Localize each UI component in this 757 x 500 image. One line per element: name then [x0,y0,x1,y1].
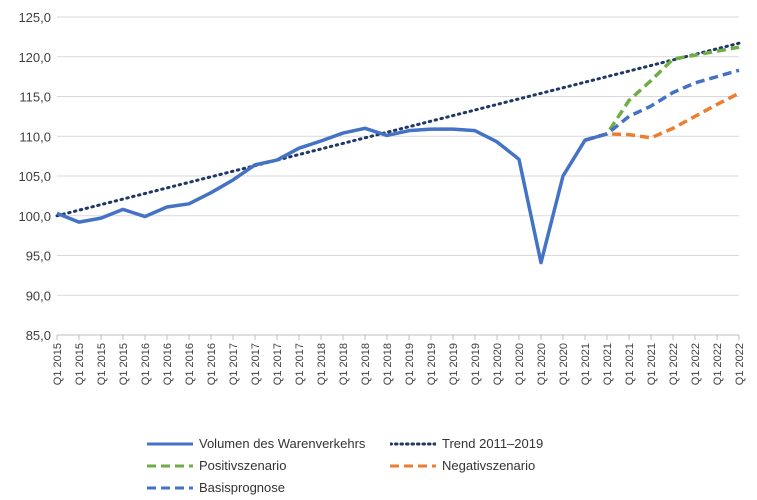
y-tick-label: 90,0 [26,288,51,303]
x-tick-label: Q1 2019 [470,343,482,385]
series-trend-line [55,41,741,218]
x-tick-label: Q1 2017 [250,343,262,385]
x-tick-label: Q1 2021 [602,343,614,385]
x-tick-label: Q1 2022 [690,343,702,385]
y-tick-label: 115,0 [19,90,51,105]
x-tick-label: Q1 2020 [558,343,570,385]
y-tick-label: 100,0 [18,209,51,224]
x-tick-label: Q1 2018 [360,343,372,385]
x-tick-label: Q1 2021 [624,343,636,385]
x-tick-label: Q1 2015 [52,343,64,385]
x-tick-label: Q1 2016 [140,343,152,385]
series-positiv-line [584,45,740,142]
x-tick-label: Q1 2022 [734,343,746,385]
x-tick-label: Q1 2016 [162,343,174,385]
x-tick-label: Q1 2018 [382,343,394,385]
x-tick-label: Q1 2020 [514,343,526,385]
x-tick-label: Q1 2017 [294,343,306,385]
y-tick-label: 125,0 [18,10,51,25]
y-tick-label: 110,0 [19,129,51,144]
x-tick-label: Q1 2017 [272,343,284,385]
x-tick-label: Q1 2022 [712,343,724,385]
x-tick-label: Q1 2018 [316,343,328,385]
x-tick-label: Q1 2020 [536,343,548,385]
y-tick-label: 85,0 [26,328,51,343]
x-tick-label: Q1 2015 [96,343,108,385]
y-tick-label: 120,0 [18,50,51,65]
x-tick-label: Q1 2016 [184,343,196,385]
y-tick-label: 95,0 [26,249,51,264]
series-volumen-line [56,126,608,265]
x-tick-label: Q1 2022 [668,343,680,385]
x-tick-label: Q1 2020 [492,343,504,385]
x-tick-label: Q1 2015 [74,343,86,385]
series-basis-line [584,68,740,142]
x-tick-label: Q1 2019 [426,343,438,385]
x-tick-label: Q1 2019 [404,343,416,385]
x-tick-label: Q1 2015 [118,343,130,385]
x-tick-label: Q1 2018 [338,343,350,385]
x-tick-label: Q1 2017 [228,343,240,385]
x-tick-label: Q1 2021 [580,343,592,385]
x-tick-label: Q1 2016 [206,343,218,385]
x-tick-label: Q1 2021 [646,343,658,385]
y-tick-label: 105,0 [18,169,51,184]
x-tick-label: Q1 2019 [448,343,460,385]
